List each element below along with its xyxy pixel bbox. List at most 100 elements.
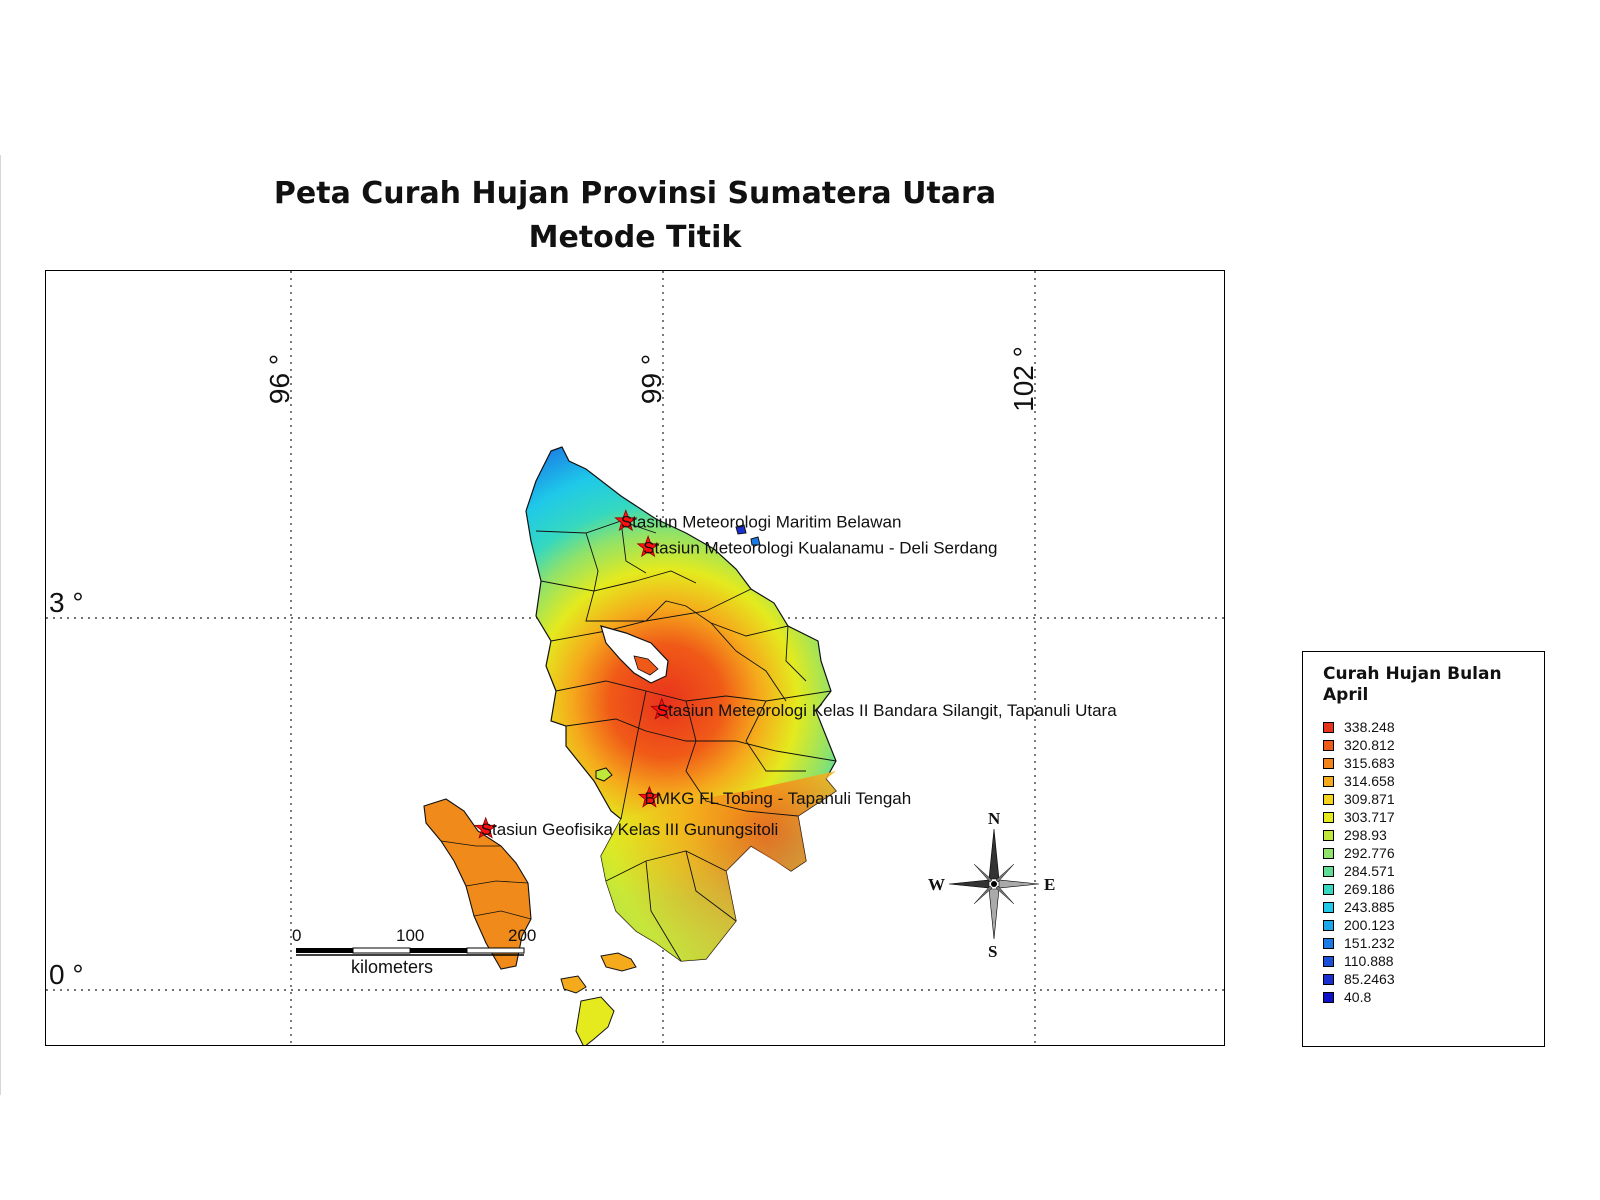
station-4[interactable]: Stasiun Geofisika Kelas III Gunungsitoli (474, 816, 779, 839)
legend-label: 110.888 (1344, 953, 1394, 969)
south-rainfall-zone (601, 771, 836, 961)
legend-item: 314.658 (1323, 772, 1395, 790)
station-3[interactable]: BMKG FL Tobing - Tapanuli Tengah (637, 785, 911, 808)
compass-diagonal-sw (973, 885, 993, 905)
station-label: Stasiun Meteorologi Maritim Belawan (621, 512, 902, 531)
scale-unit: kilometers (351, 957, 433, 977)
legend-label: 292.776 (1344, 845, 1395, 861)
map-frame[interactable]: 96 ° 99 ° 102 ° 3 ° 0 ° (45, 270, 1225, 1046)
compass-s: S (988, 942, 997, 961)
legend-label: 269.186 (1344, 881, 1395, 897)
north-arrow: N S E W (928, 809, 1055, 961)
map-title-line-1: Peta Curah Hujan Provinsi Sumatera Utara (273, 176, 997, 211)
meridian-label-102: 102 ° (1008, 346, 1039, 412)
coastal-islet-2 (750, 536, 761, 546)
parallel-label-3: 3 ° (49, 587, 84, 618)
scale-bar-segment-2 (352, 947, 411, 954)
legend-label: 243.885 (1344, 899, 1395, 915)
legend-item: 303.717 (1323, 808, 1395, 826)
legend-label: 284.571 (1344, 863, 1395, 879)
legend-item: 85.2463 (1323, 970, 1395, 988)
batu-islands-b (560, 975, 587, 994)
legend-swatch (1323, 757, 1334, 769)
station-0[interactable]: Stasiun Meteorologi Maritim Belawan (614, 509, 902, 532)
legend-swatch (1323, 901, 1334, 913)
legend-swatch (1323, 793, 1334, 805)
compass-diagonal-ne (995, 863, 1015, 883)
legend-label: 303.717 (1344, 809, 1395, 825)
stations-layer: Stasiun Meteorologi Maritim Belawan Stasi… (474, 509, 1117, 839)
legend-item: 309.871 (1323, 790, 1395, 808)
legend-item: 110.888 (1323, 952, 1395, 970)
map-title-line-2: Metode Titik (528, 220, 742, 255)
legend-swatch (1323, 775, 1334, 787)
meridian-label-96: 96 ° (264, 354, 295, 404)
legend-swatch (1323, 865, 1334, 877)
batu-islands-c (575, 996, 615, 1045)
legend-item: 284.571 (1323, 862, 1395, 880)
station-label: Stasiun Geofisika Kelas III Gunungsitoli (481, 820, 779, 839)
legend-item: 243.885 (1323, 898, 1395, 916)
station-1[interactable]: Stasiun Meteorologi Kualanamu - Deli Ser… (636, 535, 998, 558)
legend-item: 292.776 (1323, 844, 1395, 862)
legend-label: 338.248 (1344, 719, 1395, 735)
legend-label: 314.658 (1344, 773, 1395, 789)
map-canvas[interactable]: 96 ° 99 ° 102 ° 3 ° 0 ° (46, 271, 1225, 1046)
station-star-icon[interactable] (650, 697, 674, 720)
legend-swatch (1323, 829, 1334, 841)
legend-label: 309.871 (1344, 791, 1395, 807)
left-edge-rule (0, 155, 1, 1095)
graticule-labels: 96 ° 99 ° 102 ° 3 ° 0 ° (49, 346, 1039, 990)
legend-item: 269.186 (1323, 880, 1395, 898)
legend-item: 315.683 (1323, 754, 1395, 772)
legend-label: 85.2463 (1344, 971, 1395, 987)
compass-hub (991, 881, 997, 887)
batu-islands-a (600, 952, 637, 972)
nias-boundaries (440, 840, 532, 920)
legend-item: 320.812 (1323, 736, 1395, 754)
legend-swatch (1323, 739, 1334, 751)
compass-needle-west (948, 879, 990, 889)
compass-e: E (1044, 875, 1055, 894)
station-label: BMKG FL Tobing - Tapanuli Tengah (644, 789, 911, 808)
map-title: Peta Curah Hujan Provinsi Sumatera Utara… (45, 172, 1225, 260)
scale-bar-segment-4 (466, 947, 525, 954)
station-star-icon[interactable] (614, 509, 638, 532)
meridian-label-99: 99 ° (636, 354, 667, 404)
scale-bar: 0 100 200 kilometers (292, 926, 536, 977)
legend-item: 151.232 (1323, 934, 1395, 952)
legend-swatch (1323, 955, 1334, 967)
station-star-icon[interactable] (637, 785, 661, 808)
legend-swatch (1323, 973, 1334, 985)
legend-title: Curah Hujan Bulan April (1323, 664, 1502, 705)
legend-item: 298.93 (1323, 826, 1395, 844)
compass-n: N (988, 809, 1001, 828)
legend-label: 200.123 (1344, 917, 1395, 933)
scale-tick-100: 100 (396, 926, 424, 945)
compass-needle-north (988, 828, 1000, 880)
legend-swatch (1323, 991, 1334, 1003)
legend-swatch (1323, 919, 1334, 931)
compass-needle-south (988, 888, 1000, 940)
legend-item: 40.8 (1323, 988, 1395, 1006)
compass-needle-east (998, 879, 1040, 889)
scale-tick-0: 0 (292, 926, 301, 945)
legend-swatch (1323, 847, 1334, 859)
coastal-islet-1 (735, 524, 747, 535)
legend-label: 320.812 (1344, 737, 1395, 753)
compass-diagonal-nw (973, 863, 993, 883)
scale-bar-segment-1 (296, 948, 353, 953)
station-star-icon[interactable] (474, 816, 498, 839)
musala-island (595, 767, 613, 782)
station-2[interactable]: Stasiun Meteorologi Kelas II Bandara Sil… (650, 697, 1117, 720)
parallel-label-0: 0 ° (49, 959, 84, 990)
samosir-island (633, 655, 659, 676)
legend-item: 200.123 (1323, 916, 1395, 934)
legend-items: 338.248 320.812 315.683 314.658 309.871 303.7… (1323, 718, 1395, 1006)
legend-label: 298.93 (1344, 827, 1387, 843)
legend-label: 315.683 (1344, 755, 1395, 771)
legend: Curah Hujan Bulan April 338.248 320.812 31… (1302, 651, 1545, 1047)
station-star-icon[interactable] (636, 535, 660, 558)
scale-tick-200: 200 (508, 926, 536, 945)
station-label: Stasiun Meteorologi Kualanamu - Deli Ser… (643, 538, 997, 557)
